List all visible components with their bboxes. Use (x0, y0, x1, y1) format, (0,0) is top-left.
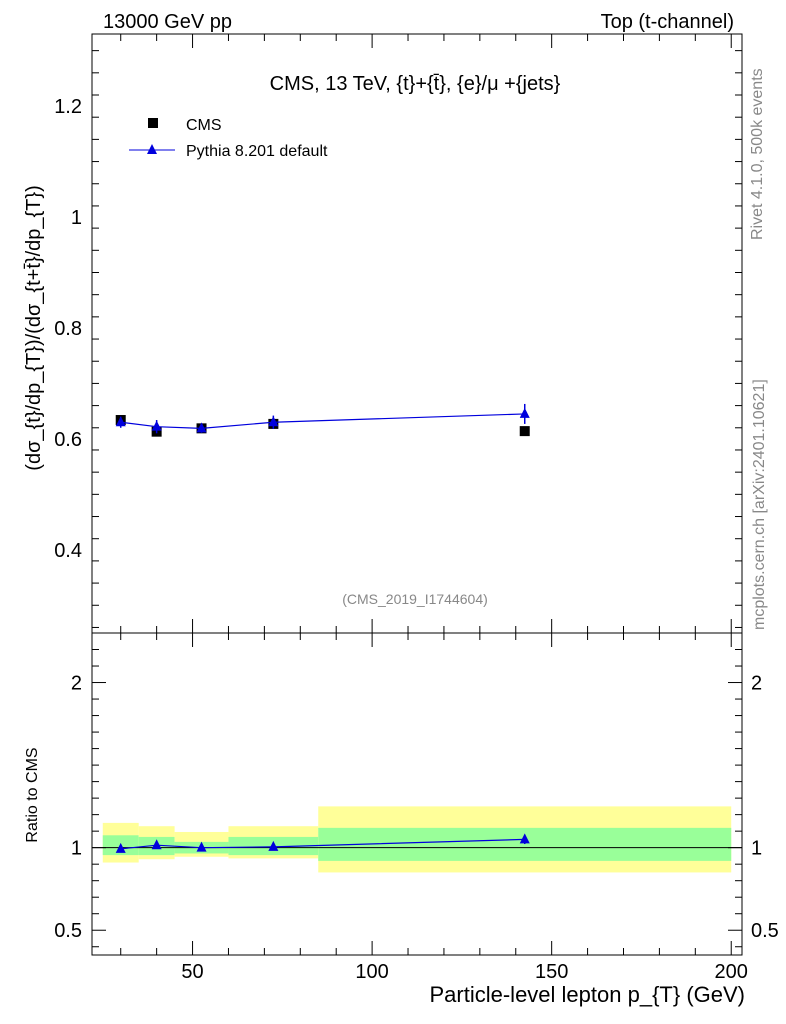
pythia-line (120, 413, 525, 429)
ratio-tick-label-right: 1 (751, 838, 762, 860)
data-marks (115, 403, 530, 853)
legend-marker-pythia (147, 144, 157, 154)
ratio-plot-frame (91, 632, 743, 956)
y-tick-label: 1 (71, 207, 82, 229)
x-tick-label: 200 (715, 961, 748, 983)
ratio-tick-label-left: 0.5 (54, 920, 82, 942)
x-tick-label: 150 (535, 961, 568, 983)
ratio-tick-label-right: 0.5 (751, 920, 779, 942)
ratio-bands (102, 806, 732, 873)
x-axis-label: Particle-level lepton p_{T} (GeV) (430, 982, 746, 1007)
plot-title: CMS, 13 TeV, {t}+{t̄}, {e}/μ +{jets} (270, 73, 561, 95)
header-left: 13000 GeV pp (103, 11, 232, 33)
x-tick-label: 100 (355, 961, 388, 983)
ratio-point (151, 839, 162, 850)
ratio-point (268, 840, 279, 851)
ratio-tick-label-right: 2 (751, 673, 762, 695)
pythia-point (115, 416, 126, 427)
pythia-point (151, 420, 162, 431)
x-tick-label: 50 (181, 961, 203, 983)
pythia-point (519, 407, 530, 418)
legend-marker-cms (148, 118, 158, 128)
analysis-id: (CMS_2019_I1744604) (342, 591, 488, 607)
legend-label-pythia: Pythia 8.201 default (186, 143, 328, 160)
ratio-tick-label-left: 2 (71, 673, 82, 695)
mcplots-credit: mcplots.cern.ch [arXiv:2401.10621] (751, 379, 768, 630)
y-tick-label: 0.6 (54, 429, 82, 451)
legend: CMS Pythia 8.201 default (129, 117, 328, 160)
ratio-point (519, 833, 530, 844)
cms-data-point (519, 426, 530, 437)
rivet-version: Rivet 4.1.0, 500k events (749, 68, 766, 240)
ratio-y-axis-label: Ratio to CMS (24, 747, 41, 842)
pythia-point (196, 422, 207, 433)
ratio-point (115, 842, 126, 853)
y-tick-label: 1.2 (54, 96, 82, 118)
pythia-point (268, 416, 279, 427)
y-tick-label: 0.4 (54, 540, 82, 562)
axes: 50 100 150 200 0.4 0.6 0.8 1 1.2 0.5 0.5 1 1 2 2 (54, 33, 779, 983)
y-axis-label: (dσ_{t}/dp_{T})/(dσ_{t+t̄}/dp_{T}) (23, 185, 45, 470)
ratio-tick-label-left: 1 (71, 838, 82, 860)
legend-label-cms: CMS (186, 117, 222, 134)
y-tick-label: 0.8 (54, 318, 82, 340)
ratio-point (196, 841, 207, 852)
ratio-band-inner (318, 827, 732, 861)
header-right: Top (t-channel) (601, 11, 734, 33)
